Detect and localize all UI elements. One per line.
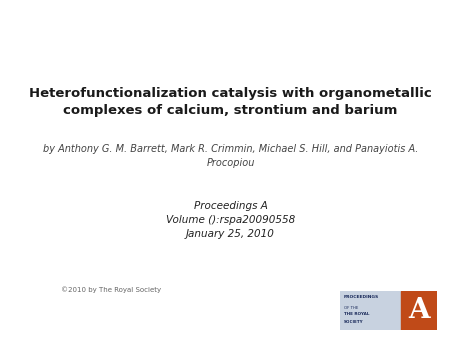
Bar [400,291,436,330]
Text: A: A [408,297,429,324]
Text: OF THE: OF THE [344,306,358,310]
Text: Heterofunctionalization catalysis with organometallic
complexes of calcium, stro: Heterofunctionalization catalysis with o… [29,87,432,117]
Text: PROCEEDINGS: PROCEEDINGS [344,296,379,300]
Text: SOCIETY: SOCIETY [344,319,363,324]
Text: ©2010 by The Royal Society: ©2010 by The Royal Society [62,287,162,294]
Bar [340,291,400,330]
Text: by Anthony G. M. Barrett, Mark R. Crimmin, Michael S. Hill, and Panayiotis A.
Pr: by Anthony G. M. Barrett, Mark R. Crimmi… [43,144,419,168]
Text: THE ROYAL: THE ROYAL [344,312,369,316]
Text: Proceedings A
Volume ():rspa20090558
January 25, 2010: Proceedings A Volume ():rspa20090558 Jan… [166,201,295,239]
